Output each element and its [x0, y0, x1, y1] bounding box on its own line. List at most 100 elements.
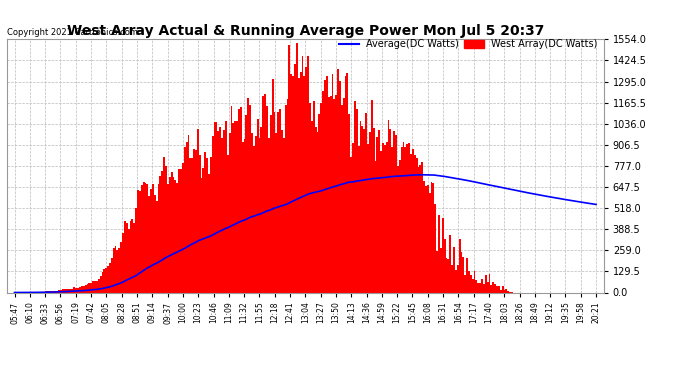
Bar — [165, 166, 167, 292]
Bar — [505, 289, 507, 292]
Bar — [459, 239, 460, 292]
Bar — [286, 99, 288, 292]
Bar — [49, 291, 51, 292]
Bar — [304, 76, 306, 292]
Bar — [296, 43, 298, 292]
Bar — [240, 107, 241, 292]
Bar — [401, 147, 402, 292]
Bar — [210, 158, 212, 292]
Bar — [48, 291, 49, 292]
Bar — [393, 131, 395, 292]
Bar — [470, 274, 472, 292]
Bar — [277, 112, 279, 292]
Bar — [473, 271, 475, 292]
Bar — [494, 284, 496, 292]
Bar — [317, 132, 318, 292]
Bar — [143, 182, 144, 292]
Bar — [436, 251, 438, 292]
Bar — [99, 276, 101, 292]
Bar — [126, 223, 128, 292]
Bar — [457, 264, 459, 292]
Bar — [79, 287, 81, 292]
Bar — [328, 97, 330, 292]
Bar — [376, 137, 378, 292]
Bar — [51, 291, 53, 292]
Bar — [348, 114, 351, 292]
Bar — [204, 152, 206, 292]
Bar — [305, 67, 307, 292]
Bar — [354, 100, 356, 292]
Bar — [391, 147, 393, 292]
Bar — [489, 274, 491, 292]
Bar — [311, 121, 313, 292]
Bar — [144, 183, 146, 292]
Bar — [309, 103, 311, 292]
Bar — [388, 120, 389, 292]
Bar — [346, 74, 348, 292]
Bar — [477, 283, 480, 292]
Bar — [66, 289, 68, 292]
Bar — [384, 145, 386, 292]
Bar — [122, 233, 124, 292]
Legend: Average(DC Watts), West Array(DC Watts): Average(DC Watts), West Array(DC Watts) — [339, 39, 598, 50]
Bar — [206, 158, 208, 292]
Bar — [375, 161, 376, 292]
Bar — [371, 100, 373, 292]
Bar — [215, 122, 217, 292]
Bar — [225, 121, 227, 292]
Bar — [408, 143, 410, 292]
Bar — [380, 152, 382, 292]
Bar — [83, 286, 85, 292]
Bar — [428, 193, 431, 292]
Bar — [369, 132, 371, 292]
Bar — [148, 196, 150, 292]
Bar — [186, 142, 188, 292]
Bar — [53, 291, 55, 292]
Bar — [389, 129, 391, 292]
Bar — [402, 142, 404, 292]
Bar — [180, 168, 182, 292]
Bar — [73, 287, 75, 292]
Bar — [178, 169, 180, 292]
Bar — [344, 76, 346, 292]
Bar — [208, 174, 210, 292]
Bar — [90, 283, 92, 292]
Bar — [468, 271, 470, 292]
Bar — [464, 275, 466, 292]
Bar — [199, 155, 201, 292]
Bar — [491, 285, 493, 292]
Bar — [480, 283, 481, 292]
Bar — [322, 91, 324, 292]
Bar — [275, 134, 277, 292]
Bar — [223, 130, 225, 292]
Bar — [189, 158, 191, 292]
Bar — [504, 290, 505, 292]
Bar — [184, 147, 186, 292]
Bar — [507, 291, 509, 292]
Bar — [115, 246, 117, 292]
Bar — [247, 98, 249, 292]
Bar — [315, 127, 317, 292]
Bar — [447, 260, 449, 292]
Bar — [55, 291, 57, 292]
Bar — [88, 283, 90, 292]
Bar — [260, 128, 262, 292]
Bar — [431, 182, 433, 292]
Bar — [131, 219, 133, 292]
Bar — [279, 110, 281, 292]
Bar — [154, 195, 156, 292]
Bar — [444, 238, 446, 292]
Bar — [415, 158, 417, 292]
Bar — [253, 146, 255, 292]
Bar — [486, 282, 489, 292]
Bar — [169, 177, 170, 292]
Bar — [201, 178, 202, 292]
Bar — [313, 101, 315, 292]
Bar — [244, 139, 246, 292]
Title: West Array Actual & Running Average Power Mon Jul 5 20:37: West Array Actual & Running Average Powe… — [67, 24, 544, 38]
Bar — [331, 74, 333, 292]
Bar — [72, 288, 73, 292]
Bar — [410, 154, 412, 292]
Bar — [139, 191, 141, 292]
Bar — [70, 290, 72, 292]
